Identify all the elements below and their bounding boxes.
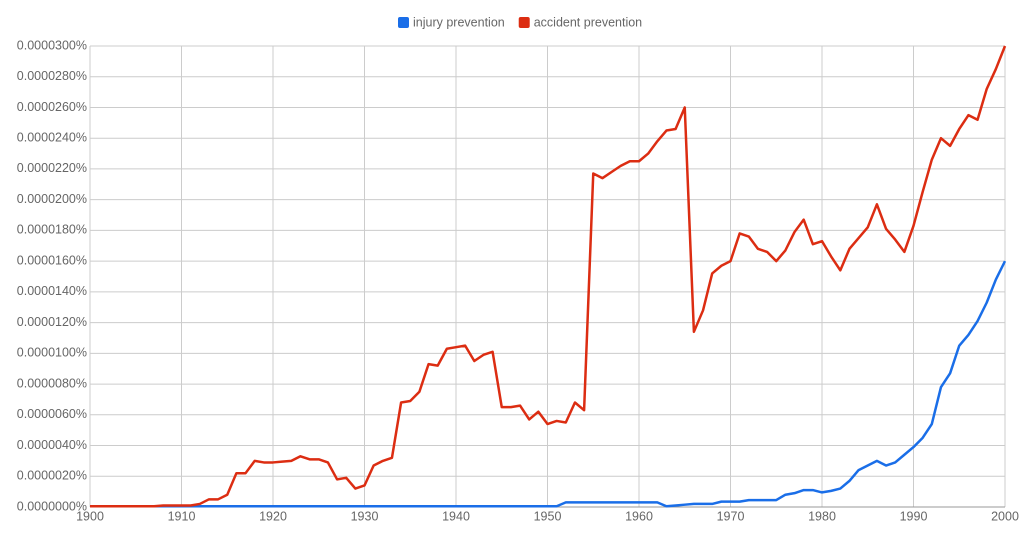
x-tick-label: 2000	[991, 509, 1019, 523]
x-tick-label: 1940	[442, 509, 470, 523]
x-tick-label: 1990	[900, 509, 928, 523]
y-tick-label: 0.0000240%	[17, 130, 87, 144]
y-tick-label: 0.0000280%	[17, 69, 87, 83]
y-tick-label: 0.0000220%	[17, 161, 87, 175]
x-tick-label: 1910	[168, 509, 196, 523]
y-tick-label: 0.0000160%	[17, 253, 87, 267]
x-tick-label: 1950	[534, 509, 562, 523]
y-tick-label: 0.0000300%	[17, 38, 87, 52]
y-tick-label: 0.0000000%	[17, 499, 87, 513]
y-tick-label: 0.0000140%	[17, 284, 87, 298]
y-tick-label: 0.0000120%	[17, 315, 87, 329]
y-tick-label: 0.0000180%	[17, 223, 87, 237]
legend-swatch	[398, 17, 409, 28]
x-tick-label: 1920	[259, 509, 287, 523]
y-tick-label: 0.0000020%	[17, 469, 87, 483]
x-tick-label: 1960	[625, 509, 653, 523]
x-tick-label: 1980	[808, 509, 836, 523]
legend-swatch	[518, 17, 530, 28]
x-tick-label: 1900	[76, 509, 104, 523]
x-tick-label: 1970	[717, 509, 745, 523]
series-line	[90, 45, 1007, 508]
y-tick-label: 0.0000100%	[17, 346, 87, 360]
y-tick-label: 0.0000080%	[17, 376, 87, 390]
x-tick-label: 1930	[351, 509, 379, 523]
legend-label: injury prevention	[413, 15, 505, 29]
y-tick-label: 0.0000200%	[17, 192, 87, 206]
y-tick-label: 0.0000260%	[17, 100, 87, 114]
y-tick-label: 0.0000060%	[17, 407, 87, 421]
series-line	[90, 260, 1007, 508]
y-tick-label: 0.0000040%	[17, 438, 87, 452]
legend-label: accident prevention	[534, 15, 642, 29]
legend: injury prevention accident prevention	[398, 15, 642, 29]
